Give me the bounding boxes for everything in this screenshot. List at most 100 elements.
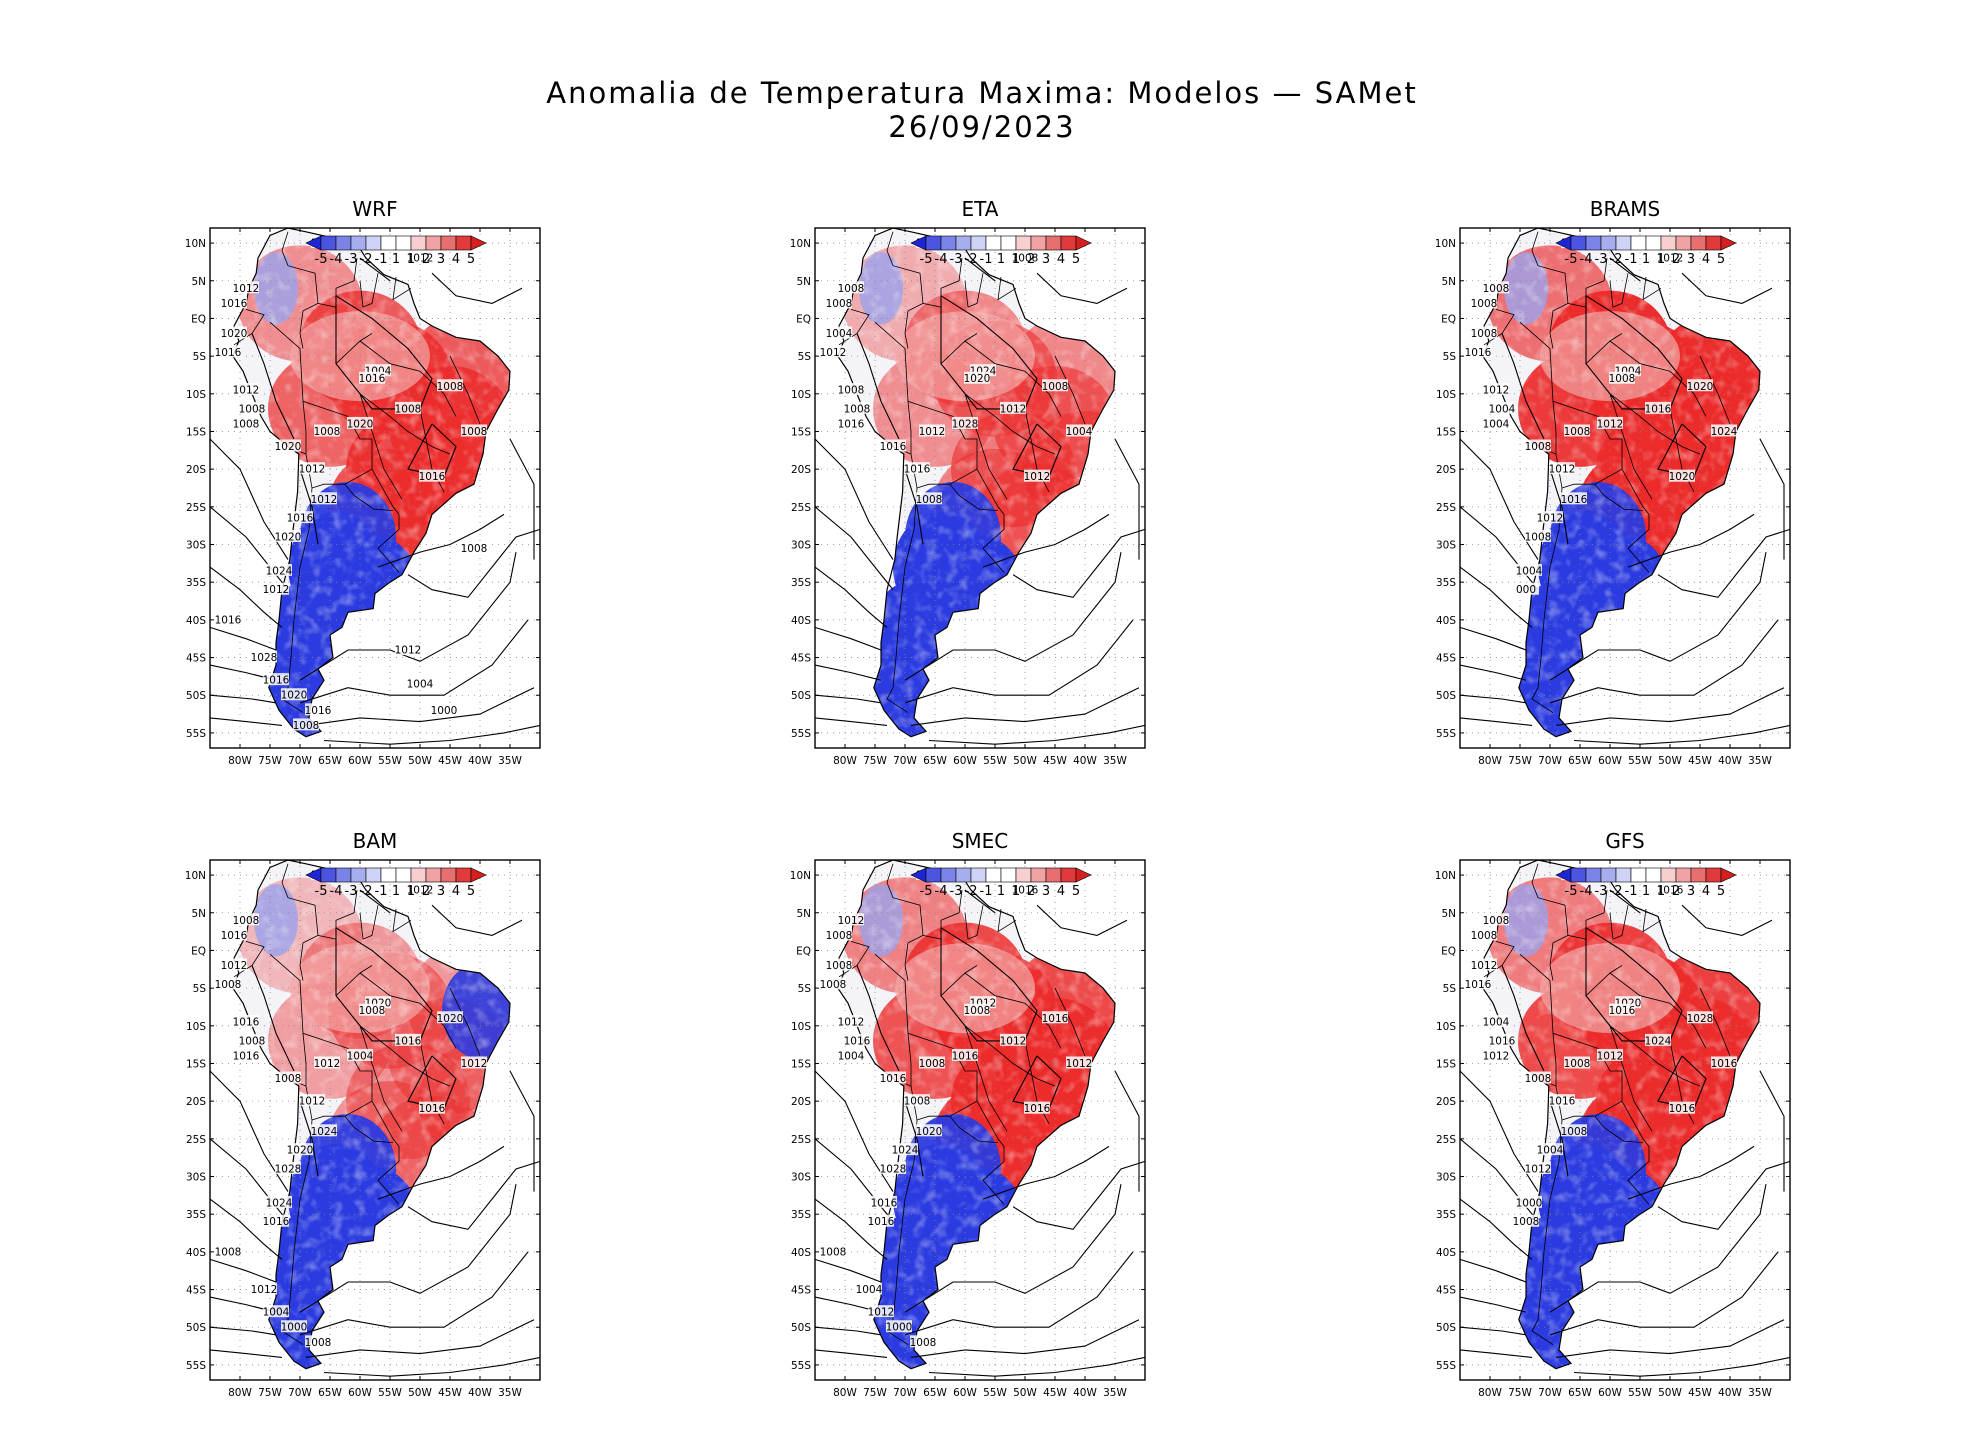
isobar-label: 1012 (311, 494, 338, 506)
isobar-label: 1008 (1483, 915, 1510, 927)
lon-tick-label: 70W (288, 1387, 312, 1399)
isobar-label: 1008 (826, 930, 853, 942)
isobar-label: 1028 (1687, 1013, 1714, 1025)
isobar-label: 1008 (964, 1005, 991, 1017)
panel-title: BRAMS (1590, 197, 1660, 221)
lon-tick-label: 55W (1628, 755, 1652, 767)
lon-tick-label: 55W (983, 755, 1007, 767)
colorbar-swatch (1660, 235, 1677, 251)
coastline (1482, 227, 1761, 738)
isobar-label: 1008 (314, 426, 341, 438)
lon-tick-label: 40W (468, 755, 492, 767)
lon-tick-label: 80W (1478, 755, 1502, 767)
isobar-label: 1016 (1669, 1103, 1696, 1115)
lat-tick-label: 55S (791, 1360, 811, 1372)
colorbar-swatch (1000, 867, 1017, 883)
lat-tick-label: 5N (796, 908, 811, 920)
isobar-label: 1020 (347, 418, 374, 430)
map-frame (1459, 859, 1791, 1381)
isobar-label: 1004 (1516, 565, 1543, 577)
axis-ticks: 10N 5N EQ 5S 10S 15S 20S 25S 30S 35S 40S 45S 50S 55S 8… (185, 860, 540, 1399)
colorbar-label: -2 (1610, 884, 1623, 899)
isobar-label: 1004 (838, 1050, 865, 1062)
lon-tick-label: 50W (1658, 1387, 1682, 1399)
isobar-label: 1008 (215, 979, 242, 991)
lon-tick-label: 40W (1073, 755, 1097, 767)
isobar-label: 1008 (919, 1058, 946, 1070)
colorbar-label: 5 (1072, 252, 1080, 267)
colorbar-swatch (1720, 235, 1737, 251)
isobar-label: 1020 (437, 1013, 464, 1025)
colorbar-swatch (425, 235, 442, 251)
colorbar-label: 1 (392, 252, 400, 267)
isobar-label: 1012 (1657, 253, 1684, 265)
colorbar-label: -2 (360, 884, 373, 899)
isobar-label: 1012 (407, 253, 434, 265)
isobar-label: 1020 (1687, 381, 1714, 393)
lat-tick-label: 10N (1435, 238, 1456, 250)
isobar-label: 1008 (461, 426, 488, 438)
colorbar-swatch (1645, 867, 1662, 883)
map-panel-eta: ETA1008100810081008100410121008100810161… (790, 197, 1146, 767)
isobar-label: 1012 (263, 584, 290, 596)
lat-tick-label: 20S (791, 464, 811, 476)
colorbar-label: 5 (467, 252, 475, 267)
map-frame (209, 859, 541, 1381)
isobar-label: 1016 (871, 1197, 898, 1209)
colorbar-label: -4 (1580, 252, 1593, 267)
colorbar-label: 1 (997, 884, 1005, 899)
isobar-label: 1020 (287, 1145, 314, 1157)
colorbar-swatch (985, 235, 1002, 251)
isobar-label: 1008 (1012, 253, 1039, 265)
isobar-label: 000 (1516, 584, 1536, 596)
lat-tick-label: 20S (1436, 1096, 1456, 1108)
colorbar: -5 -4 -3 -2 -1 1 1 2 3 4 5 (1555, 867, 1737, 899)
country-borders (232, 227, 511, 738)
isobar-label: 1008 (1513, 1216, 1540, 1228)
isobar-label: 1004 (1066, 426, 1093, 438)
lon-tick-label: 45W (1688, 755, 1712, 767)
colorbar-swatch (925, 867, 942, 883)
panel-title: SMEC (952, 829, 1009, 853)
isobar-label: 1016 (844, 1035, 871, 1047)
lat-tick-label: 25S (1436, 1134, 1456, 1146)
country-borders (1482, 859, 1761, 1370)
isobars (1459, 889, 1791, 1377)
isobar-label: 1004 (1483, 418, 1510, 430)
colorbar-label: 2 (1027, 252, 1035, 267)
colorbar-swatch (1690, 235, 1707, 251)
lat-tick-label: 10S (1436, 1021, 1456, 1033)
lat-tick-label: 15S (1436, 426, 1456, 438)
lat-tick-label: 25S (791, 502, 811, 514)
lat-tick-label: 45S (186, 653, 206, 665)
isobar-label: 1020 (221, 328, 248, 340)
colorbar-swatch (955, 867, 972, 883)
isobar-label: 1028 (275, 1163, 302, 1175)
isobar-label: 1008 (1564, 426, 1591, 438)
lat-tick-label: 10N (790, 870, 811, 882)
map-frame (814, 227, 1146, 749)
lon-tick-label: 40W (1718, 1387, 1742, 1399)
map-frame (814, 859, 1146, 1381)
lon-tick-label: 45W (1043, 755, 1067, 767)
lat-tick-label: 20S (1436, 464, 1456, 476)
lon-tick-label: 70W (1538, 755, 1562, 767)
isobar-label: 1012 (919, 426, 946, 438)
isobar-label: 1008 (461, 543, 488, 555)
isobar-label: 1016 (1024, 1103, 1051, 1115)
isobar-label: 1008 (215, 1246, 242, 1258)
lon-tick-label: 45W (1043, 1387, 1067, 1399)
lon-tick-label: 45W (438, 1387, 462, 1399)
colorbar-swatch (1675, 235, 1692, 251)
coastline (232, 859, 511, 1370)
colorbar-swatch (395, 867, 412, 883)
colorbar-swatch (1600, 235, 1617, 251)
lat-tick-label: 35S (186, 577, 206, 589)
lon-tick-label: 80W (833, 1387, 857, 1399)
map-panel-smec: SMEC 1012 1016 1012 1008 1008 1008 1012 1016 1004… (790, 829, 1146, 1399)
lon-tick-label: 65W (318, 1387, 342, 1399)
lat-tick-label: 40S (1436, 1247, 1456, 1259)
colorbar-label: -4 (935, 252, 948, 267)
colorbar-swatch (1705, 867, 1722, 883)
isobar-label: 1016 (1549, 1096, 1576, 1108)
